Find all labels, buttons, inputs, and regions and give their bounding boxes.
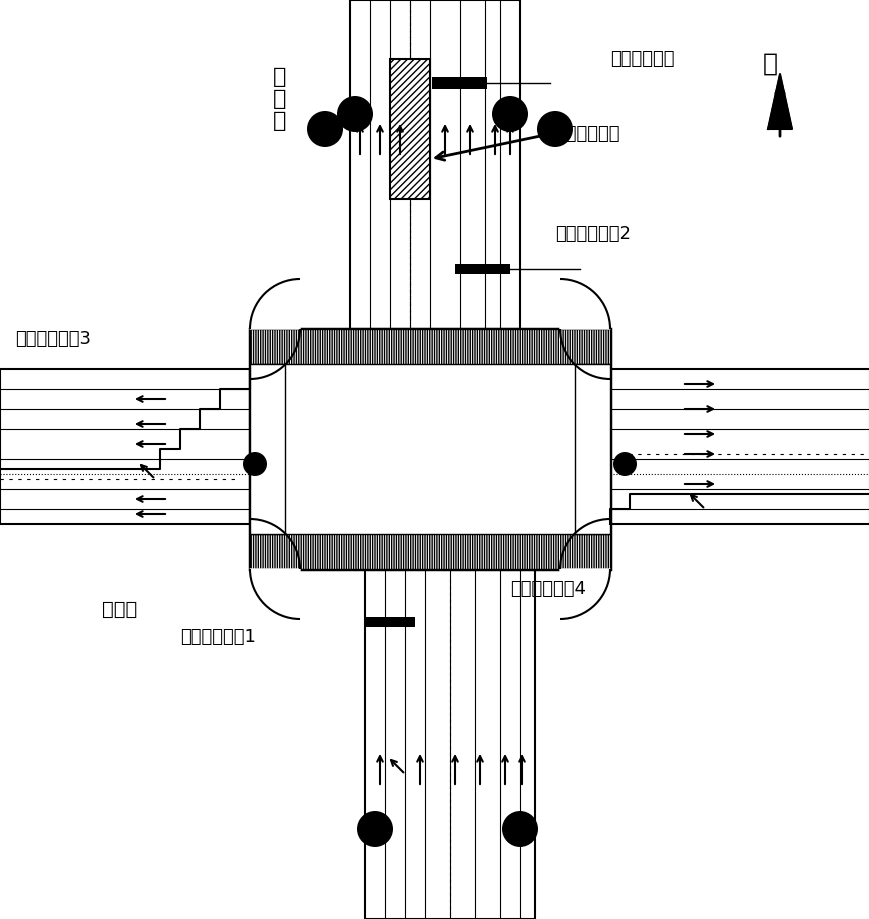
- Circle shape: [501, 811, 537, 847]
- Polygon shape: [249, 279, 300, 329]
- Circle shape: [336, 96, 373, 132]
- Bar: [365, 569, 534, 919]
- Text: 主信号信号灯2: 主信号信号灯2: [554, 225, 630, 243]
- Bar: [609, 369, 869, 524]
- Polygon shape: [560, 569, 609, 619]
- Bar: [432, 77, 487, 89]
- Bar: [454, 264, 509, 274]
- Polygon shape: [560, 279, 609, 329]
- Circle shape: [492, 96, 527, 132]
- Text: 主信号信号灯1: 主信号信号灯1: [180, 628, 255, 646]
- Bar: [0, 369, 249, 524]
- Bar: [249, 329, 609, 569]
- Text: 预信号信号灯: 预信号信号灯: [609, 50, 673, 68]
- Text: 主信号信号灯4: 主信号信号灯4: [509, 580, 586, 598]
- Circle shape: [242, 452, 267, 476]
- Polygon shape: [767, 74, 791, 129]
- Circle shape: [307, 111, 342, 147]
- Circle shape: [356, 811, 393, 847]
- Bar: [249, 364, 285, 534]
- Text: 可变车道区域: 可变车道区域: [554, 125, 619, 143]
- Polygon shape: [249, 569, 300, 619]
- Bar: [389, 59, 429, 199]
- Bar: [365, 617, 415, 627]
- Circle shape: [613, 452, 636, 476]
- Bar: [249, 534, 609, 569]
- Bar: [574, 364, 609, 534]
- Bar: [249, 329, 609, 364]
- Circle shape: [536, 111, 573, 147]
- Text: 珠江路: 珠江路: [103, 599, 137, 618]
- Text: 丹
凤
街: 丹 凤 街: [273, 67, 287, 130]
- Bar: [349, 0, 520, 329]
- Text: 北: 北: [761, 52, 777, 76]
- Text: 主信号信号灯3: 主信号信号灯3: [15, 330, 91, 348]
